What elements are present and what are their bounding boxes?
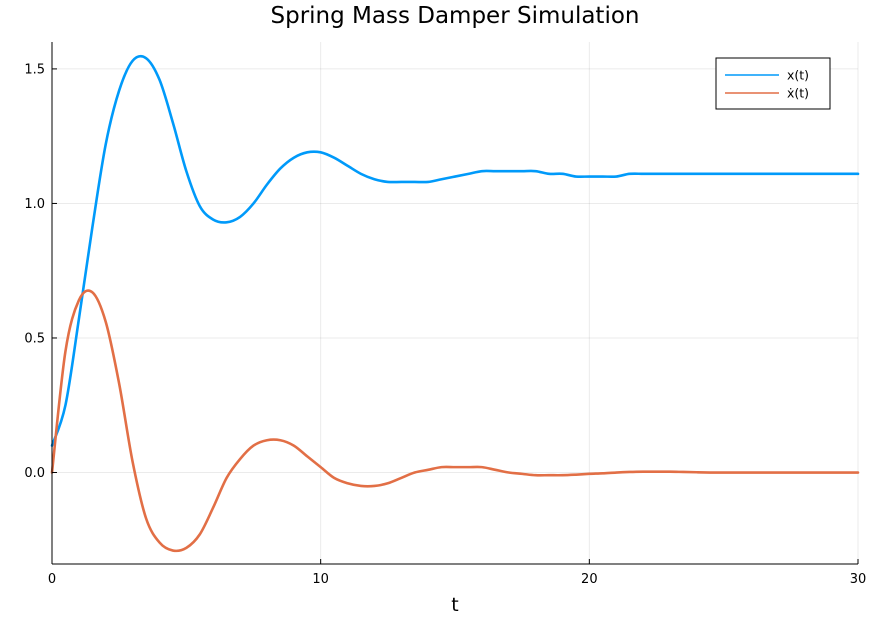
y-tick-label: 0.0 xyxy=(24,466,45,481)
y-tick-label: 1.5 xyxy=(24,62,45,77)
tick-labels: 0 10 20 30 0.0 0.5 1.0 1.5 xyxy=(24,62,866,587)
legend-label: ẋ(t) xyxy=(787,86,809,101)
x-axis-title: t xyxy=(451,594,458,616)
legend: x(t) ẋ(t) xyxy=(715,57,831,110)
legend-box xyxy=(715,57,831,110)
legend-label: x(t) xyxy=(787,68,809,83)
series-lines xyxy=(50,54,860,553)
series-line-velocity xyxy=(50,289,860,553)
y-tick-label: 1.0 xyxy=(24,197,45,212)
axes xyxy=(51,42,859,565)
y-tick-label: 0.5 xyxy=(24,331,45,346)
grid-lines xyxy=(51,42,859,564)
x-tick-label: 20 xyxy=(581,572,598,587)
x-tick-label: 0 xyxy=(48,572,56,587)
x-tick-label: 30 xyxy=(850,572,867,587)
chart-title: Spring Mass Damper Simulation xyxy=(271,3,640,29)
x-tick-label: 10 xyxy=(312,572,329,587)
series-line-position xyxy=(50,54,860,447)
